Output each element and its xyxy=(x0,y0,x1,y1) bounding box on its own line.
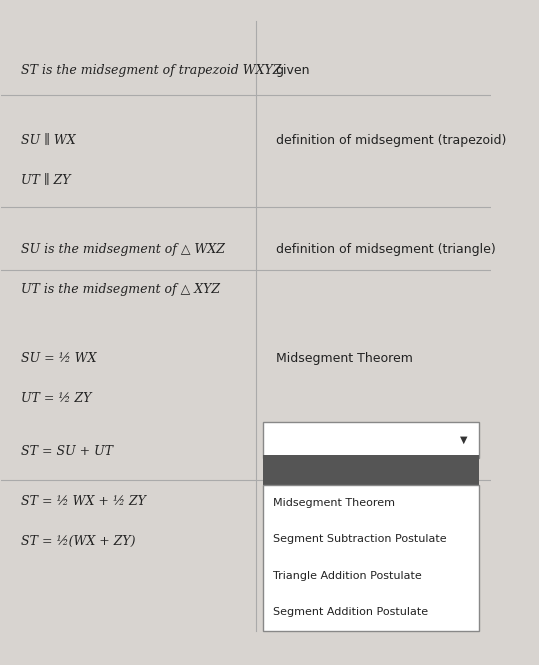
FancyBboxPatch shape xyxy=(264,485,479,630)
Text: UT is the midsegment of △ XYZ: UT is the midsegment of △ XYZ xyxy=(21,283,220,296)
Text: ▼: ▼ xyxy=(460,435,468,445)
Text: UT ∥ ZY: UT ∥ ZY xyxy=(21,174,71,187)
FancyBboxPatch shape xyxy=(264,455,479,485)
Text: Segment Addition Postulate: Segment Addition Postulate xyxy=(273,607,429,617)
Text: SU is the midsegment of △ WXZ: SU is the midsegment of △ WXZ xyxy=(21,243,225,256)
Text: definition of midsegment (trapezoid): definition of midsegment (trapezoid) xyxy=(275,134,506,147)
Text: ST is the midsegment of trapezoid WXYZ: ST is the midsegment of trapezoid WXYZ xyxy=(21,65,281,77)
Text: SU = ½ WX: SU = ½ WX xyxy=(21,352,96,366)
Text: ST = ½(WX + ZY): ST = ½(WX + ZY) xyxy=(21,535,135,547)
FancyBboxPatch shape xyxy=(264,422,479,458)
Text: Triangle Addition Postulate: Triangle Addition Postulate xyxy=(273,571,422,581)
Text: Segment Subtraction Postulate: Segment Subtraction Postulate xyxy=(273,535,447,545)
Text: UT = ½ ZY: UT = ½ ZY xyxy=(21,392,91,405)
Text: Midsegment Theorem: Midsegment Theorem xyxy=(273,498,395,508)
Text: ST = SU + UT: ST = SU + UT xyxy=(21,445,113,458)
Text: Midsegment Theorem: Midsegment Theorem xyxy=(275,352,412,366)
Text: definition of midsegment (triangle): definition of midsegment (triangle) xyxy=(275,243,495,256)
Text: ST = ½ WX + ½ ZY: ST = ½ WX + ½ ZY xyxy=(21,495,146,508)
Text: SU ∥ WX: SU ∥ WX xyxy=(21,134,75,147)
Text: given: given xyxy=(275,65,310,77)
